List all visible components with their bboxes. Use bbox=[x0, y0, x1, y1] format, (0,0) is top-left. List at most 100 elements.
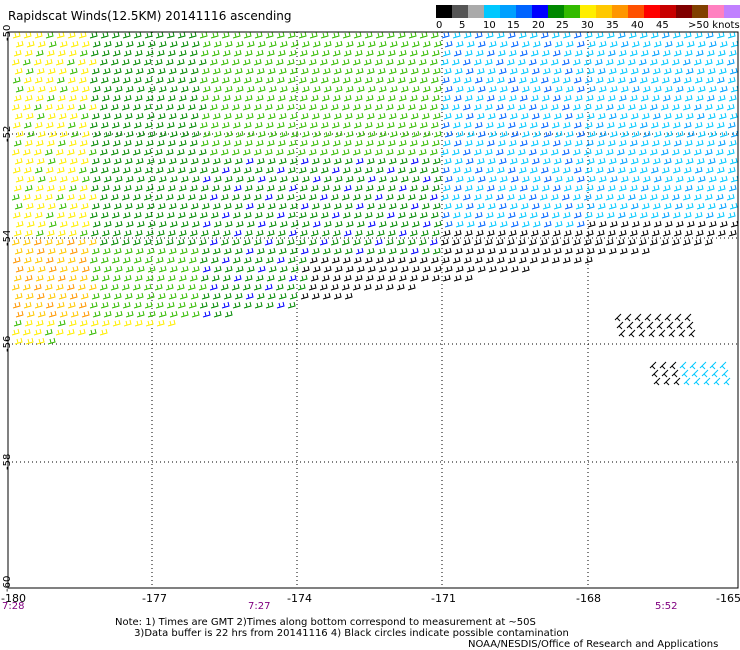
wind-barb bbox=[597, 67, 606, 75]
wind-barb bbox=[36, 157, 45, 165]
wind-barb bbox=[286, 238, 295, 246]
wind-barb bbox=[703, 377, 711, 386]
wind-barb bbox=[155, 76, 164, 84]
wind-barb bbox=[35, 229, 44, 237]
wind-barb bbox=[268, 85, 277, 93]
wind-barb bbox=[177, 256, 186, 264]
wind-barb bbox=[88, 148, 97, 156]
wind-barb bbox=[463, 256, 472, 264]
wind-barb bbox=[268, 265, 277, 273]
wind-barb bbox=[374, 58, 383, 66]
wind-barb bbox=[517, 238, 526, 246]
wind-barb bbox=[80, 247, 89, 255]
wind-barb bbox=[729, 112, 738, 120]
wind-barb bbox=[565, 85, 574, 93]
wind-barb bbox=[596, 184, 605, 192]
legend-swatch bbox=[676, 5, 692, 18]
wind-barb bbox=[431, 184, 440, 192]
wind-barb bbox=[102, 112, 111, 120]
wind-barb bbox=[353, 166, 362, 174]
wind-barb bbox=[659, 361, 667, 370]
wind-barb bbox=[334, 265, 343, 273]
wind-barb bbox=[12, 166, 21, 174]
wind-barb bbox=[716, 76, 725, 84]
wind-barb bbox=[121, 58, 130, 66]
wind-barb bbox=[396, 58, 405, 66]
wind-barb bbox=[619, 157, 628, 165]
wind-barb bbox=[440, 238, 449, 246]
wind-barb bbox=[561, 148, 570, 156]
wind-barb bbox=[473, 193, 482, 201]
wind-barb bbox=[242, 58, 251, 66]
wind-barb bbox=[389, 40, 398, 48]
wind-barb bbox=[202, 175, 211, 183]
wind-barb bbox=[91, 67, 100, 75]
wind-barb bbox=[289, 112, 298, 120]
wind-barb bbox=[68, 229, 77, 237]
wind-barb bbox=[78, 211, 87, 219]
wind-barb bbox=[330, 58, 339, 66]
wind-barb bbox=[14, 202, 23, 210]
lon-label: -171 bbox=[431, 592, 456, 605]
wind-barb bbox=[102, 202, 111, 210]
wind-barb bbox=[585, 49, 594, 57]
wind-barb bbox=[343, 229, 352, 237]
wind-barb bbox=[662, 94, 671, 102]
wind-barb bbox=[663, 112, 672, 120]
wind-barb bbox=[528, 148, 537, 156]
wind-barb bbox=[68, 184, 77, 192]
wind-barb bbox=[442, 229, 451, 237]
wind-barb bbox=[642, 130, 651, 138]
wind-barb bbox=[253, 148, 262, 156]
wind-barb bbox=[48, 220, 57, 228]
wind-barb bbox=[727, 121, 736, 129]
wind-barb bbox=[675, 85, 684, 93]
wind-barb bbox=[133, 121, 142, 129]
wind-barb bbox=[594, 238, 603, 246]
wind-barb bbox=[486, 139, 495, 147]
wind-barb bbox=[721, 369, 729, 378]
wind-barb bbox=[562, 76, 571, 84]
wind-barb bbox=[275, 103, 284, 111]
wind-barb bbox=[618, 329, 626, 338]
wind-barb bbox=[507, 76, 516, 84]
wind-barb bbox=[288, 94, 297, 102]
wind-barb bbox=[363, 103, 372, 111]
wind-barb bbox=[529, 76, 538, 84]
wind-barb bbox=[15, 220, 24, 228]
wind-barb bbox=[286, 103, 295, 111]
wind-barb bbox=[198, 148, 207, 156]
wind-barb bbox=[121, 283, 130, 291]
wind-barb bbox=[352, 103, 361, 111]
wind-barb bbox=[264, 58, 273, 66]
wind-barb bbox=[466, 220, 475, 228]
wind-barb bbox=[143, 238, 152, 246]
wind-barb bbox=[69, 247, 78, 255]
wind-barb bbox=[301, 130, 310, 138]
wind-barb bbox=[213, 220, 222, 228]
wind-barb bbox=[45, 301, 54, 309]
wind-barb bbox=[15, 130, 24, 138]
wind-barb bbox=[509, 202, 518, 210]
wind-barb bbox=[123, 184, 132, 192]
wind-barb bbox=[509, 157, 518, 165]
wind-barb bbox=[91, 202, 100, 210]
wind-barb bbox=[166, 121, 175, 129]
wind-barb bbox=[311, 202, 320, 210]
wind-barb bbox=[264, 148, 273, 156]
wind-barb bbox=[79, 229, 88, 237]
wind-barb bbox=[521, 130, 530, 138]
wind-barb bbox=[330, 103, 339, 111]
wind-barb bbox=[334, 175, 343, 183]
wind-barb bbox=[310, 229, 319, 237]
wind-barb bbox=[352, 238, 361, 246]
wind-barb bbox=[606, 121, 615, 129]
credit-text: NOAA/NESDIS/Office of Research and Appli… bbox=[468, 639, 719, 650]
wind-barb bbox=[674, 313, 682, 322]
wind-barb bbox=[111, 301, 120, 309]
wind-barb bbox=[92, 85, 101, 93]
wind-barb bbox=[701, 369, 709, 378]
wind-barb bbox=[363, 148, 372, 156]
wind-barb bbox=[89, 76, 98, 84]
wind-barb bbox=[477, 265, 486, 273]
